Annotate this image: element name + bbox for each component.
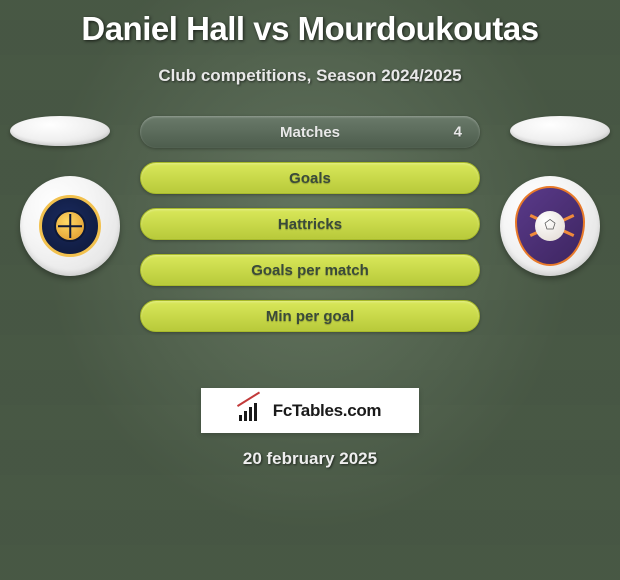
right-team-badge	[500, 176, 600, 276]
bar-chart-icon	[239, 401, 267, 421]
page-title: Daniel Hall vs Mourdoukoutas	[0, 0, 620, 48]
stat-label: Hattricks	[278, 216, 342, 233]
stat-label: Goals	[289, 170, 331, 187]
comparison-area: Matches 4 Goals Hattricks Goals per matc…	[0, 116, 620, 376]
stat-row-matches: Matches 4	[140, 116, 480, 148]
stat-label: Matches	[280, 124, 340, 141]
perth-glory-crest-icon	[515, 186, 585, 266]
stat-label: Min per goal	[266, 308, 354, 325]
subtitle: Club competitions, Season 2024/2025	[0, 66, 620, 86]
date-text: 20 february 2025	[0, 449, 620, 469]
brand-box: FcTables.com	[201, 388, 419, 433]
left-team-badge	[20, 176, 120, 276]
stat-row-goals: Goals	[140, 162, 480, 194]
stat-label: Goals per match	[251, 262, 369, 279]
stat-row-goals-per-match: Goals per match	[140, 254, 480, 286]
stats-column: Matches 4 Goals Hattricks Goals per matc…	[140, 116, 480, 346]
stat-value: 4	[454, 124, 462, 141]
left-player-ellipse	[10, 116, 110, 146]
brand-text: FcTables.com	[273, 401, 382, 421]
stat-row-min-per-goal: Min per goal	[140, 300, 480, 332]
stat-row-hattricks: Hattricks	[140, 208, 480, 240]
right-player-ellipse	[510, 116, 610, 146]
mariners-crest-icon	[39, 195, 101, 257]
